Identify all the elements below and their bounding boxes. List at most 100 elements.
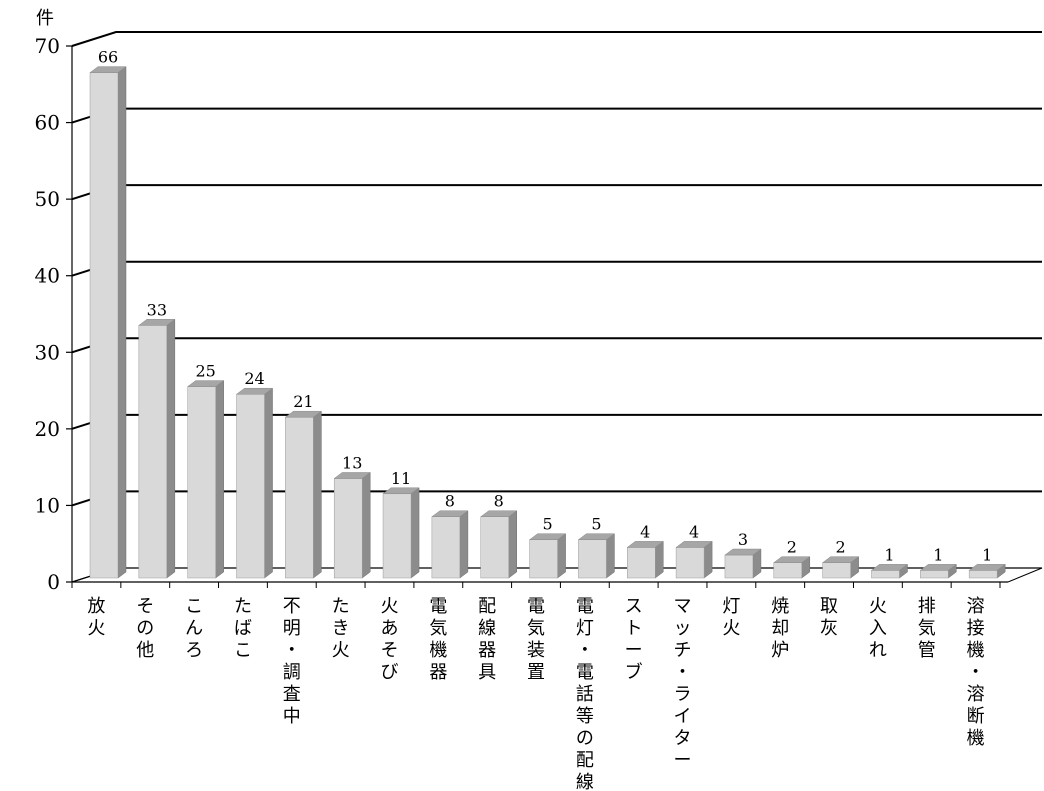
y-tick-labels: 0 10 20 30 40 50 60 70 [35, 34, 60, 594]
category-label: たばこ [234, 596, 252, 661]
bar-front [333, 478, 363, 579]
bar-top [479, 510, 518, 517]
bar [870, 563, 909, 579]
bar-side [117, 66, 127, 579]
bar-top [382, 487, 420, 495]
category-label: 火入れ [869, 596, 887, 661]
bar [138, 318, 176, 579]
data-label: 24 [244, 369, 264, 388]
bar-front [724, 554, 754, 579]
bar-side [655, 540, 664, 579]
data-label: 8 [445, 492, 455, 511]
bar-side [508, 510, 517, 579]
bar [528, 533, 567, 579]
axes [66, 45, 1043, 588]
category-label: こんろ [185, 596, 203, 661]
category-label: マッチ・ライター [674, 596, 692, 771]
category-label: ストーブ [625, 596, 643, 683]
data-label: 33 [147, 300, 167, 319]
gridline [71, 184, 1042, 201]
y-tick-label: 0 [47, 570, 60, 594]
y-tick-label: 40 [35, 264, 60, 288]
bar-top [968, 564, 1006, 571]
category-label: 放火 [87, 596, 105, 639]
bar-front [578, 539, 607, 579]
bar-top [431, 510, 469, 517]
bar [479, 510, 518, 579]
bar-top [284, 410, 323, 418]
bar-top [626, 541, 665, 548]
data-label: 1 [884, 545, 894, 564]
bar [186, 380, 225, 579]
gridline [71, 260, 1042, 277]
bar-top [138, 319, 176, 326]
y-tick-label: 10 [35, 493, 60, 517]
bar-side [215, 380, 224, 579]
bar [821, 556, 860, 579]
bar [89, 66, 127, 579]
bar-side [313, 410, 322, 579]
bar-side [557, 533, 566, 579]
bar [919, 563, 958, 579]
bar-top [528, 533, 567, 540]
y-tick-label: 70 [35, 34, 60, 58]
category-labels: 放火 その他 こんろ たばこ 不明・調査中 たき火 火あそび 電気機器 配線器具 電気装置 電灯・電… [87, 596, 984, 791]
category-label: 灯火 [722, 596, 740, 639]
data-label: 66 [98, 48, 118, 67]
bar-top [675, 541, 713, 548]
bar-top [577, 533, 616, 540]
bar [284, 410, 323, 579]
data-label: 11 [391, 469, 411, 488]
bar-front [431, 516, 461, 579]
gridline [71, 31, 1042, 47]
bar-side [264, 387, 273, 579]
y-tick-label: 50 [35, 187, 60, 211]
category-label: 配線器具 [478, 596, 496, 683]
category-label: 溶接機・溶断機 [967, 596, 985, 749]
bar-top [333, 472, 371, 479]
y-tick-label: 60 [35, 111, 60, 135]
bar-top [89, 66, 127, 73]
bar-front [627, 547, 656, 579]
bar-side [459, 510, 469, 579]
category-label: 排気管 [918, 596, 936, 661]
bar-top [773, 556, 811, 563]
bar-side [361, 471, 371, 579]
category-label: 電気機器 [429, 596, 447, 683]
bar-front [480, 516, 509, 579]
data-label: 2 [787, 538, 797, 557]
bar-front [529, 539, 558, 579]
bar-side [606, 533, 615, 579]
data-label: 2 [836, 538, 846, 557]
category-label: 焼却炉 [771, 596, 789, 661]
bar-top [821, 556, 860, 563]
data-label: 4 [689, 522, 699, 541]
bar-front [236, 393, 265, 579]
data-label: 4 [640, 522, 650, 541]
gridline [71, 107, 1042, 124]
bar [382, 487, 420, 579]
gridline [71, 337, 1042, 354]
data-label: 13 [342, 453, 362, 472]
category-label: 電灯・電話等の配線 [576, 596, 594, 791]
bar-front [822, 562, 851, 579]
category-label: その他 [136, 596, 154, 661]
bar-top [724, 548, 762, 556]
bar [333, 471, 371, 579]
data-label: 8 [494, 492, 504, 511]
bar [675, 540, 713, 579]
bar [577, 533, 616, 579]
category-label: 不明・調査中 [283, 596, 301, 727]
category-label: たき火 [332, 596, 350, 661]
bar [235, 387, 274, 579]
bar-front [285, 416, 314, 579]
data-label: 5 [542, 515, 552, 534]
data-label: 25 [196, 362, 216, 381]
bar-front [138, 325, 168, 579]
bar-side [410, 487, 420, 579]
bar-front [675, 547, 705, 579]
data-label: 1 [933, 545, 943, 564]
bar-side [703, 540, 713, 579]
bar [626, 540, 665, 579]
